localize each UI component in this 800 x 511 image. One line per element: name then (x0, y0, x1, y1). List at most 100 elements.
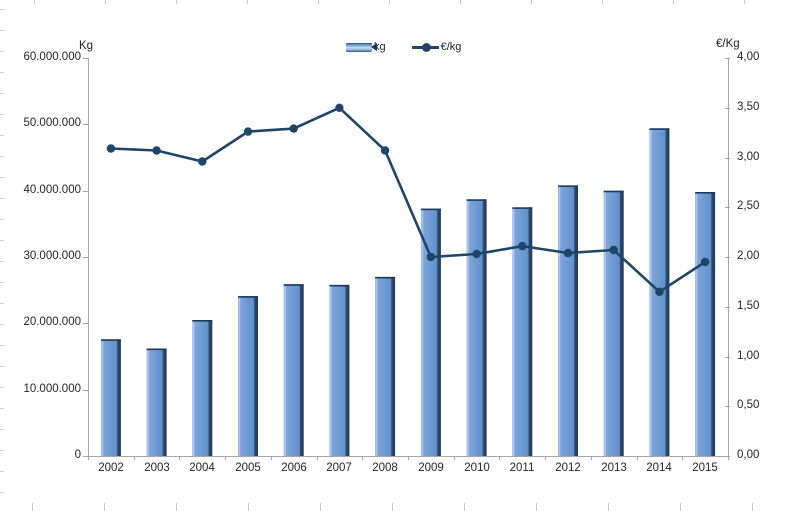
right-axis-tick-mark (725, 307, 730, 308)
right-axis-tick-label: 3,00 (737, 151, 760, 163)
spreadsheet-gridline-stubs-top (0, 0, 800, 4)
right-axis-unit-label: €/Kg (716, 38, 740, 50)
line-marker-2007 (335, 103, 344, 112)
left-axis-tick-label: 30.000.000 (23, 250, 81, 262)
x-axis-tick-mark (637, 456, 638, 460)
x-axis-tick-mark (317, 456, 318, 460)
bar-2008 (375, 276, 396, 456)
right-axis-tick-mark (725, 257, 730, 258)
bar-2006 (283, 284, 304, 456)
left-axis-tick-label: 50.000.000 (23, 117, 81, 129)
legend-label-eur-kg: €/kg (440, 41, 462, 53)
right-axis-tick-label: 0,50 (737, 399, 760, 411)
x-axis-label: 2014 (646, 462, 672, 474)
x-axis-label: 2013 (601, 462, 627, 474)
legend-item-eur-kg: €/kg (411, 41, 462, 53)
x-axis-label: 2010 (464, 462, 490, 474)
plot-area (100, 103, 716, 456)
x-axis-tick-mark (134, 456, 135, 460)
bar-2005 (238, 296, 258, 456)
right-axis-tick-label: 2,50 (737, 200, 760, 212)
x-axis-tick-mark (362, 456, 363, 460)
right-axis-tick-mark (725, 406, 730, 407)
right-axis-tick-mark (725, 108, 730, 109)
right-axis-tick-label: 0,00 (737, 449, 760, 461)
right-axis-tick-label: 1,00 (737, 350, 760, 362)
bar-2004 (192, 320, 213, 456)
left-axis-tick-mark (83, 58, 88, 59)
line-marker-2012 (563, 248, 573, 258)
x-axis-label: 2006 (281, 462, 307, 474)
line-marker-2014 (655, 287, 664, 296)
x-axis-tick-mark (591, 456, 592, 460)
line-marker-2010 (472, 249, 481, 259)
right-axis-tick-mark (725, 58, 730, 59)
left-axis-tick-mark (83, 124, 88, 125)
spreadsheet-gridline-stubs-bottom (0, 503, 800, 511)
left-axis-tick-mark (83, 456, 88, 457)
line-marker-2005 (243, 127, 253, 136)
left-axis-tick-mark (83, 390, 88, 391)
legend-item-kg: kg (346, 41, 386, 53)
x-axis-label: 2012 (555, 462, 581, 474)
bar-2002 (100, 339, 121, 456)
spreadsheet-gridline-stubs-left (0, 0, 4, 511)
line-marker-2008 (380, 146, 390, 155)
bar-2013 (603, 190, 624, 456)
line-series-swatch-icon (411, 42, 439, 52)
x-axis-tick-mark (179, 456, 180, 460)
left-axis-tick-label: 60.000.000 (23, 51, 81, 63)
line-marker-2011 (518, 241, 527, 251)
line-marker-2004 (198, 157, 207, 166)
bar-2009 (420, 208, 441, 456)
x-axis-tick-mark (728, 456, 729, 460)
bar-2011 (512, 207, 533, 456)
legend: kg €/kg (346, 41, 461, 53)
line-marker-2006 (289, 124, 298, 133)
x-axis-label: 2011 (509, 462, 535, 474)
bar-2007 (329, 284, 350, 456)
left-axis-tick-label: 40.000.000 (23, 184, 81, 196)
right-axis-tick-mark (725, 158, 730, 159)
bar-2010 (466, 199, 487, 456)
x-axis-tick-mark (545, 456, 546, 460)
x-axis-label: 2008 (372, 462, 398, 474)
left-axis-tick-mark (83, 323, 88, 324)
x-axis-label: 2007 (326, 462, 352, 474)
right-axis-tick-mark (725, 357, 730, 358)
left-axis-unit-label: Kg (79, 40, 94, 52)
right-axis-tick-label: 2,00 (737, 250, 760, 262)
x-axis-tick-mark (499, 456, 500, 460)
x-axis-tick-mark (408, 456, 409, 460)
left-axis-tick-label: 0 (74, 449, 81, 461)
x-axis-label: 2009 (418, 462, 444, 474)
right-axis-tick-label: 4,00 (737, 51, 760, 63)
line-marker-2013 (609, 245, 618, 255)
x-axis-label: 2004 (189, 462, 215, 474)
bar-2012 (558, 185, 578, 456)
left-axis-tick-mark (83, 257, 88, 258)
eur-kg-line (109, 106, 707, 294)
x-axis-tick-mark (225, 456, 226, 460)
bar-series-swatch-icon (346, 42, 377, 52)
left-axis-tick-label: 20.000.000 (23, 316, 81, 328)
right-axis-tick-mark (725, 207, 730, 208)
line-marker-2003 (152, 146, 161, 155)
line-marker-2009 (426, 252, 436, 262)
left-y-axis-line (88, 58, 89, 457)
right-axis-tick-mark (725, 456, 730, 457)
bar-2015 (695, 192, 716, 456)
x-axis-label: 2015 (692, 462, 718, 474)
right-axis-tick-label: 3,50 (737, 101, 760, 113)
line-marker-2015 (700, 257, 710, 267)
x-axis-label: 2002 (98, 462, 124, 474)
x-axis-tick-mark (88, 456, 89, 460)
x-axis-label: 2005 (235, 462, 261, 474)
x-axis-label: 2003 (144, 462, 170, 474)
x-axis-tick-mark (454, 456, 455, 460)
line-marker-2002 (106, 144, 116, 153)
x-axis-tick-mark (682, 456, 683, 460)
left-axis-tick-label: 10.000.000 (23, 383, 81, 395)
left-axis-tick-mark (83, 191, 88, 192)
